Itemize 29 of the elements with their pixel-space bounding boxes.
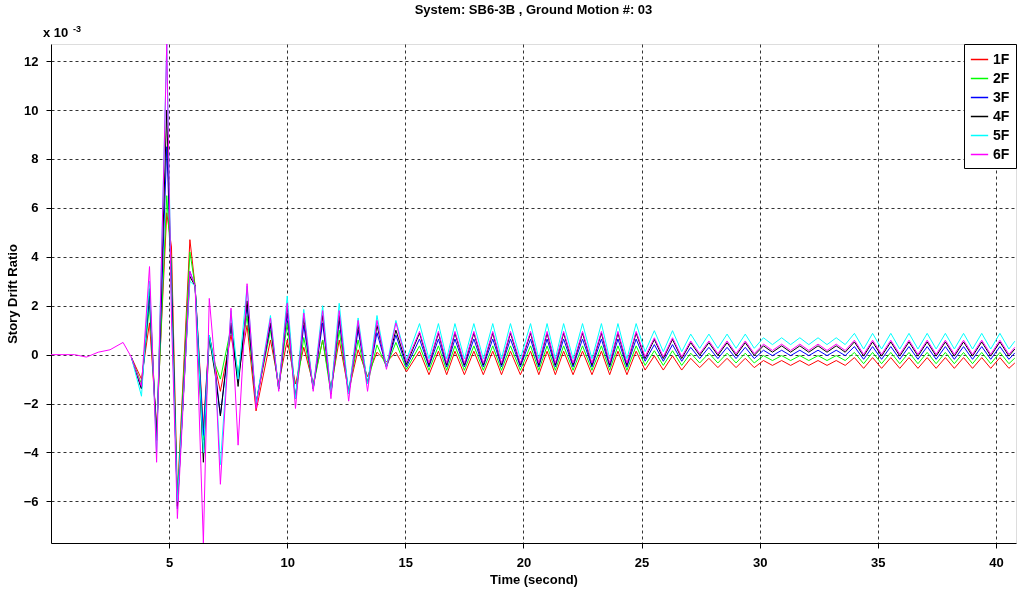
y-tick-label: 10 [24,102,39,118]
x-tick-label: 5 [166,554,174,570]
legend-label: 1F [993,50,1010,67]
y-tick-label: 8 [31,151,39,167]
legend-label: 4F [993,107,1010,124]
y-tick-label: −2 [23,396,39,412]
legend-label: 2F [993,69,1010,86]
legend-label: 5F [993,126,1010,143]
y-tick-label: −6 [23,493,39,509]
y-tick-label: 2 [31,298,39,314]
x-tick-label: 20 [516,554,532,570]
chart-title: System: SB6-3B , Ground Motion #: 03 [414,2,653,17]
x-axis-title: Time (second) [490,571,578,587]
x-tick-label: 35 [871,554,886,570]
legend-label: 3F [993,88,1010,105]
y-tick-label: 0 [31,347,39,363]
line-series [51,44,1016,543]
y-axis-title: Story Drift Ratio [4,244,20,344]
legend-label: 6F [993,145,1010,162]
x-tick-label: 40 [989,554,1004,570]
text: x 10-3 [43,24,82,40]
x-tick-label: 25 [634,554,650,570]
x-tick-label: 15 [398,554,414,570]
x-tick-label: 10 [280,554,295,570]
y-tick-label: 4 [31,249,40,265]
x-tick-label: 30 [752,554,768,570]
y-tick-label: 6 [31,200,39,216]
y-tick-label: −4 [23,445,40,460]
y-tick-label: 12 [24,53,39,69]
